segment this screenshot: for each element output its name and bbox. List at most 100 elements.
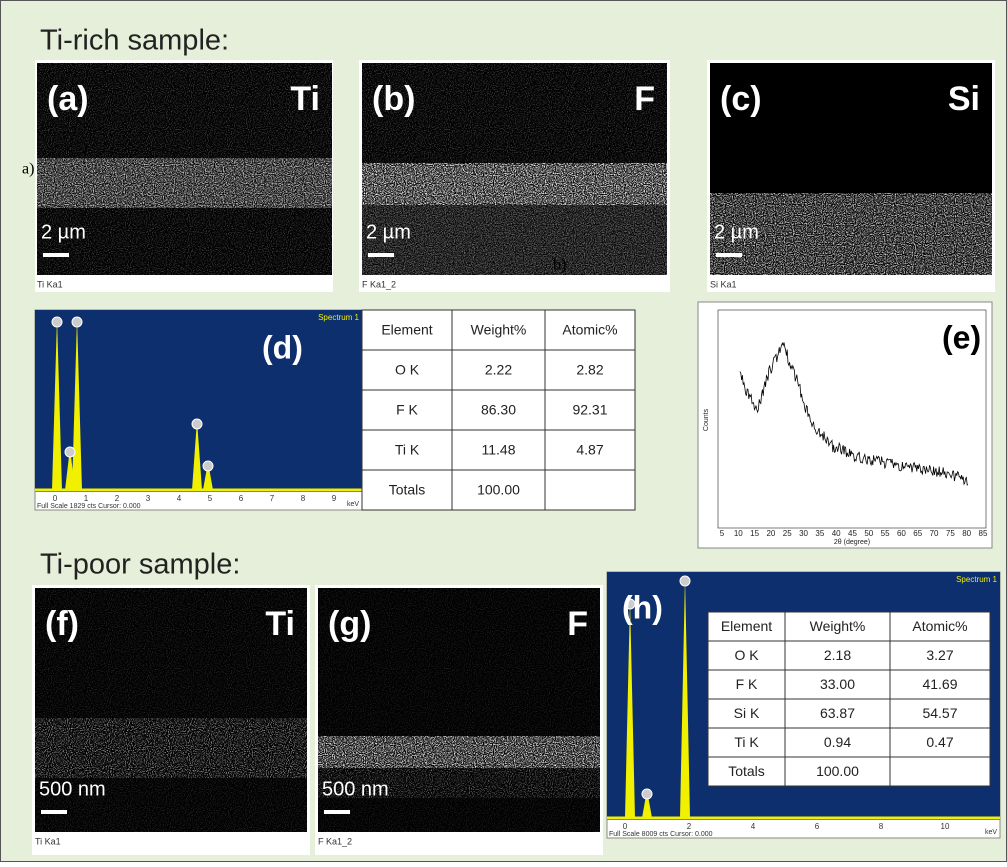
table-cell-text: 100.00 [816, 763, 859, 779]
map-signal [35, 718, 307, 778]
table-cell-text: F K [736, 676, 758, 692]
axis-tick-label: 10 [941, 822, 950, 831]
axis-tick-label: 5 [208, 494, 213, 503]
map-caption: Si Ka1 [710, 279, 737, 289]
table-header: Atomic% [912, 618, 967, 634]
axis-tick-label: 85 [979, 529, 988, 538]
spectrum-footer: Full Scale 8009 cts Cursor: 0.000 [609, 831, 713, 838]
map-caption: Ti Ka1 [35, 836, 61, 846]
table-cell-text: 100.00 [477, 482, 520, 498]
spectrum-footer: Full Scale 1829 cts Cursor: 0.000 [37, 503, 141, 510]
section-title: Ti-rich sample: [40, 25, 229, 57]
axis-tick-label: 65 [913, 529, 922, 538]
table-cell-text: 2.22 [485, 362, 512, 378]
table-cell-text: 0.94 [824, 734, 851, 750]
table-cell-text: Ti K [395, 442, 420, 458]
table-header: Atomic% [562, 322, 617, 338]
scale-text: 2 µm [714, 221, 759, 243]
table-header: Weight% [471, 322, 527, 338]
scale-text: 500 nm [39, 778, 106, 800]
scale-bar [716, 253, 742, 257]
table-header: Weight% [810, 618, 866, 634]
scale-bar [368, 253, 394, 257]
peak-marker [642, 789, 652, 799]
axis-tick-label: 80 [962, 529, 971, 538]
axis-tick-label: 8 [879, 822, 884, 831]
table-header: Element [721, 618, 772, 634]
table-cell-text: Totals [728, 763, 765, 779]
table-cell-text: 3.27 [926, 647, 953, 663]
section-title: Ti-poor sample: [40, 549, 240, 581]
peak-marker [192, 419, 202, 429]
axis-tick-label: 10 [734, 529, 743, 538]
axis-tick-label: 2 [687, 822, 692, 831]
table-cell-text: 2.82 [576, 362, 603, 378]
scale-text: 2 µm [366, 221, 411, 243]
panel-label: (b) [372, 80, 415, 118]
table-cell-text: Totals [389, 482, 426, 498]
table-cell-text: 2.18 [824, 647, 851, 663]
axis-tick-label: 0 [53, 494, 58, 503]
table-cell-text: 33.00 [820, 676, 855, 692]
axis-tick-label: 9 [332, 494, 337, 503]
axis-tick-label: 20 [766, 529, 775, 538]
element-label: Ti [290, 80, 320, 118]
axis-tick-label: 40 [832, 529, 841, 538]
map-signal [318, 736, 600, 768]
table-cell-text: 54.57 [922, 705, 957, 721]
axis-tick-label: 70 [930, 529, 939, 538]
axis-tick-label: 30 [799, 529, 808, 538]
scale-bar [41, 810, 67, 814]
axis-tick-label: 5 [720, 529, 725, 538]
axis-tick-label: 0 [623, 822, 628, 831]
panel-label: (d) [262, 329, 303, 365]
axis-tick-label: 2 [115, 494, 120, 503]
axis-tick-label: 6 [815, 822, 820, 831]
axis-tick-label: 50 [864, 529, 873, 538]
map-caption: Ti Ka1 [37, 279, 63, 289]
panel-label: (a) [47, 80, 89, 118]
peak-marker [52, 317, 62, 327]
peak-marker [680, 576, 690, 586]
table-cell-text: 92.31 [572, 402, 607, 418]
scale-bar [324, 810, 350, 814]
peak-marker [203, 461, 213, 471]
table-cell-text: 63.87 [820, 705, 855, 721]
axis-label: Counts [703, 408, 710, 431]
peak-marker [72, 317, 82, 327]
stray-label: a) [22, 161, 34, 178]
axis-tick-label: 15 [750, 529, 759, 538]
axis-unit: keV [347, 501, 359, 508]
map-caption: F Ka1_2 [362, 279, 396, 289]
table-header: Element [381, 322, 432, 338]
table-cell-text: 4.87 [576, 442, 603, 458]
spectrum-tag: Spectrum 1 [318, 313, 359, 322]
table-cell-text: 0.47 [926, 734, 953, 750]
panel-label: (e) [942, 319, 981, 355]
axis-tick-label: 6 [239, 494, 244, 503]
axis-tick-label: 4 [751, 822, 756, 831]
table-cell-text: Ti K [734, 734, 759, 750]
axis-tick-label: 25 [783, 529, 792, 538]
table-cell-text: O K [734, 647, 759, 663]
scale-text: 2 µm [41, 221, 86, 243]
panel-label: (c) [720, 80, 762, 118]
spectrum-tag: Spectrum 1 [956, 575, 997, 584]
axis-tick-label: 8 [301, 494, 306, 503]
scale-bar [43, 253, 69, 257]
axis-tick-label: 1 [84, 494, 89, 503]
panel-label: (h) [622, 589, 663, 625]
table-cell-text: Si K [734, 705, 760, 721]
axis-tick-label: 7 [270, 494, 275, 503]
axis-tick-label: 55 [881, 529, 890, 538]
table-cell-text: 86.30 [481, 402, 516, 418]
scale-text: 500 nm [322, 778, 389, 800]
axis-tick-label: 3 [146, 494, 151, 503]
axis-tick-label: 45 [848, 529, 857, 538]
table-cell-text: 11.48 [482, 442, 516, 458]
axis-label: 2θ (degree) [834, 539, 870, 546]
stray-label: b) [553, 257, 566, 274]
table-cell-text: 41.69 [922, 676, 957, 692]
